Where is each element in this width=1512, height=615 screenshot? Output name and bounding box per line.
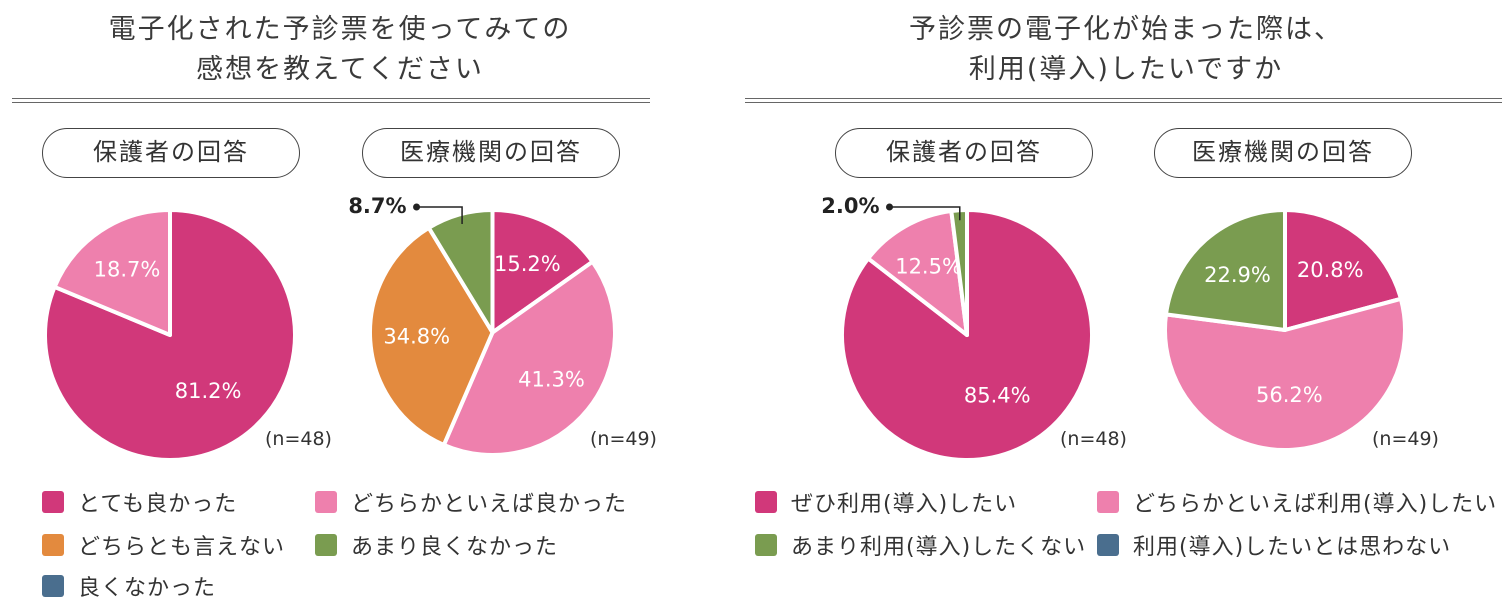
legend-item-somewhat-good: どちらかといえば良かった xyxy=(315,487,627,517)
right-title-divider xyxy=(745,98,1502,103)
legend-item-not-good: 良くなかった xyxy=(42,571,216,601)
callout-line xyxy=(889,206,961,221)
legend-label: どちらかといえば利用(導入)したい xyxy=(1133,492,1498,517)
pie-slice-label: 18.7% xyxy=(94,258,161,282)
left-panel: 電子化された予診票を使ってみての 感想を教えてください 保護者の回答 医療機関の… xyxy=(0,0,680,615)
pie-slice-label: 34.8% xyxy=(383,325,450,349)
chart-header-parents-left: 保護者の回答 xyxy=(42,128,300,178)
pie-slice-label: 85.4% xyxy=(964,384,1031,408)
pie-slice-label: 12.5% xyxy=(895,255,962,279)
legend-item-not-use: 利用(導入)したいとは思わない xyxy=(1097,530,1451,560)
legend-swatch xyxy=(1097,534,1119,556)
pie-slice xyxy=(1163,296,1407,452)
legend-label: とても良かった xyxy=(78,492,238,517)
pie-slice-label: 22.9% xyxy=(1204,263,1271,287)
legend-label: ぜひ利用(導入)したい xyxy=(791,492,1018,517)
left-title-line1: 電子化された予診票を使ってみての xyxy=(108,14,572,45)
n-count-chart-3: (n=48) xyxy=(1060,428,1127,450)
pie-slice-label: 15.2% xyxy=(494,252,561,276)
legend-item-somewhat-use: どちらかといえば利用(導入)したい xyxy=(1097,487,1497,517)
pie-slice xyxy=(426,208,495,335)
pie-chart-clinics-impression: 15.2% 41.3% 34.8% 8.7% xyxy=(348,194,617,457)
pie-chart-parents-intent: 85.4% 12.5% 2.0% xyxy=(821,194,1094,462)
legend-label: どちらかといえば良かった xyxy=(351,492,628,517)
callout-line xyxy=(416,206,463,224)
pie-chart-clinics-intent: 20.8% 56.2% 22.9% xyxy=(1163,208,1407,452)
n-count-chart-4: (n=49) xyxy=(1372,428,1439,450)
pie-slice-label: 2.0% xyxy=(821,194,879,218)
left-panel-title: 電子化された予診票を使ってみての 感想を教えてください xyxy=(0,10,680,90)
callout-dot xyxy=(886,203,893,211)
right-panel-title: 予診票の電子化が始まった際は、 利用(導入)したいですか xyxy=(740,10,1512,90)
legend-swatch xyxy=(315,534,337,556)
legend-swatch xyxy=(755,491,777,513)
legend-swatch xyxy=(42,491,64,513)
pie-slice xyxy=(1283,208,1403,332)
left-title-divider xyxy=(12,98,650,103)
legend-label: 利用(導入)したいとは思わない xyxy=(1133,535,1452,560)
pie-slice xyxy=(1164,208,1287,332)
chart-header-clinics-right: 医療機関の回答 xyxy=(1154,128,1412,178)
pie-slice-label: 8.7% xyxy=(348,194,406,218)
legend-swatch xyxy=(1097,491,1119,513)
right-panel: 予診票の電子化が始まった際は、 利用(導入)したいですか 保護者の回答 医療機関… xyxy=(740,0,1512,615)
legend-label: どちらとも言えない xyxy=(78,535,286,560)
legend-label: あまり良くなかった xyxy=(351,535,559,560)
pie-slice xyxy=(368,225,495,447)
legend-item-not-really-use: あまり利用(導入)したくない xyxy=(755,530,1086,560)
pie-chart-parents-impression: 81.2% 18.7% xyxy=(43,208,297,462)
legend-swatch xyxy=(42,534,64,556)
right-title-line2: 利用(導入)したいですか xyxy=(968,54,1284,85)
legend-swatch xyxy=(42,575,64,597)
legend-item-not-so-good: あまり良くなかった xyxy=(315,530,558,560)
legend-swatch xyxy=(755,534,777,556)
legend-swatch xyxy=(315,491,337,513)
pie-slice xyxy=(441,259,617,457)
chart-header-clinics-left: 医療機関の回答 xyxy=(362,128,620,178)
legend-label: あまり利用(導入)したくない xyxy=(791,535,1087,560)
legend-item-neutral: どちらとも言えない xyxy=(42,530,285,560)
right-title-line1: 予診票の電子化が始まった際は、 xyxy=(909,14,1343,45)
chart-header-parents-right: 保護者の回答 xyxy=(835,128,1093,178)
legend-item-very-good: とても良かった xyxy=(42,487,237,517)
pie-slice xyxy=(52,208,172,337)
n-count-chart-1: (n=48) xyxy=(265,428,332,450)
pie-slice-label: 81.2% xyxy=(175,379,242,403)
n-count-chart-2: (n=49) xyxy=(590,428,657,450)
callout-dot xyxy=(413,203,421,211)
pie-slice-label: 41.3% xyxy=(518,367,585,391)
pie-slice xyxy=(490,208,595,335)
legend-label: 良くなかった xyxy=(78,576,217,601)
legend-item-definitely-use: ぜひ利用(導入)したい xyxy=(755,487,1017,517)
pie-slice-label: 56.2% xyxy=(1256,383,1323,407)
pie-slice xyxy=(866,208,969,337)
left-title-line2: 感想を教えてください xyxy=(196,54,484,85)
pie-slice-label: 20.8% xyxy=(1297,258,1364,282)
